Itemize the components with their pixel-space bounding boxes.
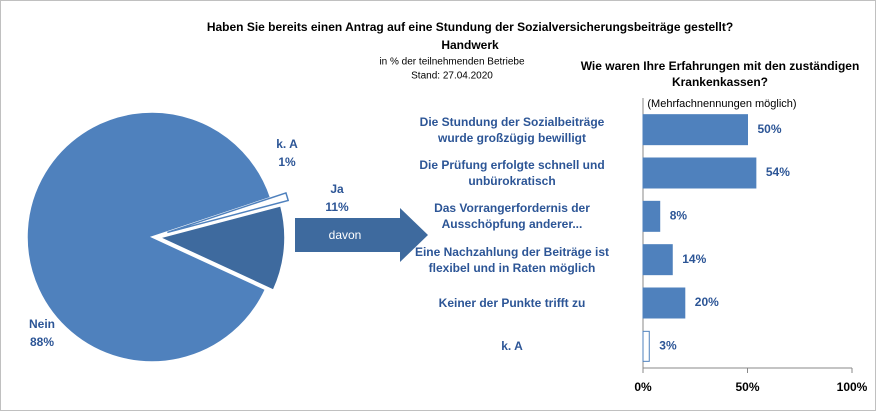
date: Stand: 27.04.2020 [411, 71, 493, 82]
bar [642, 287, 686, 319]
slice-label: Ja [330, 182, 344, 196]
x-tick-label: 50% [735, 380, 759, 394]
bar-subtitle: (Mehrfachnennungen möglich) [647, 98, 796, 110]
bar-value: 14% [682, 252, 706, 266]
slice-label: Nein [29, 317, 55, 331]
subtitle: Handwerk [441, 38, 499, 52]
bar-value: 54% [766, 165, 790, 179]
pie-slice [167, 192, 290, 234]
bar-value: 8% [670, 209, 688, 223]
y-tick-label: Das Vorrangerfordernis der Ausschöpfung … [434, 201, 590, 232]
bar [642, 114, 748, 146]
bar-value: 3% [659, 339, 677, 353]
arrow [295, 208, 428, 262]
slice-value: 88% [30, 335, 54, 349]
slice-value: 1% [278, 155, 296, 169]
note: in % der teilnehmenden Betriebe [379, 57, 525, 68]
y-tick-label: Die Stundung der Sozialbeiträge wurde gr… [419, 114, 605, 145]
pie-slice [26, 111, 272, 363]
bar [642, 330, 650, 362]
bar-value: 50% [758, 122, 782, 136]
bar-value: 20% [695, 295, 719, 309]
bar [642, 244, 673, 276]
slice-value: 11% [325, 200, 349, 214]
bar-title: Wie waren Ihre Erfahrungen mit den zustä… [580, 59, 860, 89]
arrow-label: davon [329, 228, 362, 242]
y-tick-label: Eine Nachzahlung der Beiträge ist flexib… [414, 244, 610, 275]
y-tick-label: k. A [501, 339, 523, 354]
slice-label: k. A [276, 137, 298, 151]
x-tick-label: 0% [634, 380, 652, 394]
bar [642, 157, 757, 189]
x-tick-label: 100% [837, 380, 868, 394]
bar [642, 200, 661, 232]
y-tick-label: Keiner der Punkte trifft zu [438, 296, 586, 310]
y-tick-label: Die Prüfung erfolgte schnell und unbürok… [419, 158, 605, 188]
main-title: Haben Sie bereits einen Antrag auf eine … [207, 20, 733, 34]
pie-slice [157, 204, 286, 292]
